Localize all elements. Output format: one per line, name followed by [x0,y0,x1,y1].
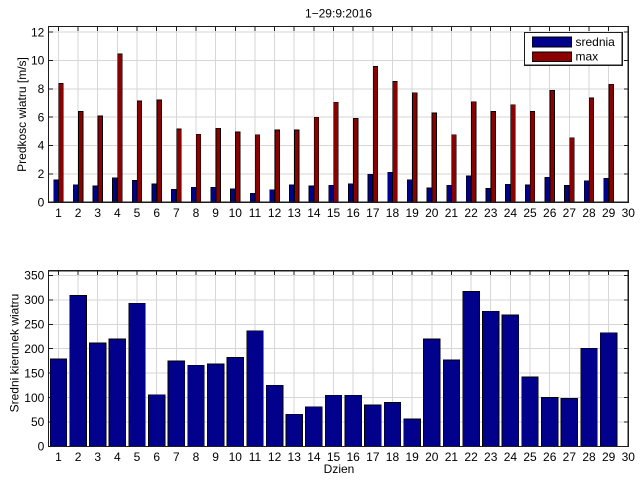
svg-text:4: 4 [38,139,45,153]
svg-text:21: 21 [445,206,459,220]
svg-text:150: 150 [24,366,44,380]
svg-text:1: 1 [55,206,62,220]
svg-text:7: 7 [173,450,180,464]
svg-text:12: 12 [31,25,45,39]
svg-text:26: 26 [543,450,557,464]
svg-text:10: 10 [229,450,243,464]
svg-text:21: 21 [445,450,459,464]
svg-text:1: 1 [55,450,62,464]
svg-text:8: 8 [193,206,200,220]
svg-text:20: 20 [425,206,439,220]
svg-text:Sredni kierunek wiatru: Sredni kierunek wiatru [8,294,22,413]
svg-text:28: 28 [582,450,596,464]
svg-text:50: 50 [31,415,45,429]
svg-text:16: 16 [347,206,361,220]
svg-text:14: 14 [307,450,321,464]
svg-text:2: 2 [75,206,82,220]
svg-text:18: 18 [386,206,400,220]
svg-text:350: 350 [24,269,44,283]
svg-text:28: 28 [582,206,596,220]
svg-text:100: 100 [24,391,44,405]
svg-text:20: 20 [425,450,439,464]
svg-text:16: 16 [347,450,361,464]
svg-text:9: 9 [212,206,219,220]
svg-text:12: 12 [268,450,282,464]
svg-text:2: 2 [75,450,82,464]
svg-text:13: 13 [288,206,302,220]
svg-text:15: 15 [327,450,341,464]
svg-text:11: 11 [249,450,262,464]
svg-text:23: 23 [484,206,498,220]
svg-text:11: 11 [249,206,262,220]
svg-text:10: 10 [31,54,45,68]
svg-text:10: 10 [229,206,243,220]
svg-text:6: 6 [153,450,160,464]
svg-text:0: 0 [38,195,45,209]
svg-text:25: 25 [523,450,537,464]
svg-text:12: 12 [268,206,282,220]
svg-text:27: 27 [563,450,577,464]
svg-text:300: 300 [24,293,44,307]
svg-text:17: 17 [366,206,380,220]
svg-text:1−29:9:2016: 1−29:9:2016 [305,7,372,21]
svg-text:24: 24 [504,450,518,464]
svg-text:5: 5 [134,206,141,220]
svg-text:8: 8 [193,450,200,464]
svg-text:13: 13 [288,450,302,464]
svg-text:9: 9 [212,450,219,464]
svg-text:24: 24 [504,206,518,220]
svg-text:2: 2 [38,167,45,181]
svg-text:17: 17 [366,450,380,464]
svg-text:26: 26 [543,206,557,220]
svg-text:0: 0 [38,440,45,454]
svg-text:Dzien: Dzien [324,462,355,476]
svg-text:30: 30 [622,450,636,464]
svg-text:27: 27 [563,206,577,220]
svg-text:4: 4 [114,206,121,220]
svg-text:srednia: srednia [576,35,616,49]
svg-text:max: max [576,50,599,64]
svg-text:5: 5 [134,450,141,464]
svg-text:8: 8 [38,82,45,96]
svg-text:6: 6 [38,110,45,124]
svg-text:19: 19 [405,206,419,220]
svg-text:4: 4 [114,450,121,464]
svg-text:200: 200 [24,342,44,356]
svg-text:22: 22 [464,450,478,464]
svg-text:29: 29 [602,450,616,464]
svg-text:29: 29 [602,206,616,220]
svg-text:Predkosc wiatru [m/s]: Predkosc wiatru [m/s] [15,57,29,172]
svg-text:3: 3 [94,450,101,464]
svg-text:19: 19 [405,450,419,464]
svg-text:22: 22 [464,206,478,220]
svg-text:30: 30 [622,206,636,220]
svg-text:250: 250 [24,318,44,332]
svg-text:3: 3 [94,206,101,220]
svg-text:23: 23 [484,450,498,464]
svg-text:18: 18 [386,450,400,464]
svg-text:6: 6 [153,206,160,220]
svg-text:14: 14 [307,206,321,220]
svg-text:25: 25 [523,206,537,220]
svg-text:15: 15 [327,206,341,220]
svg-text:7: 7 [173,206,180,220]
